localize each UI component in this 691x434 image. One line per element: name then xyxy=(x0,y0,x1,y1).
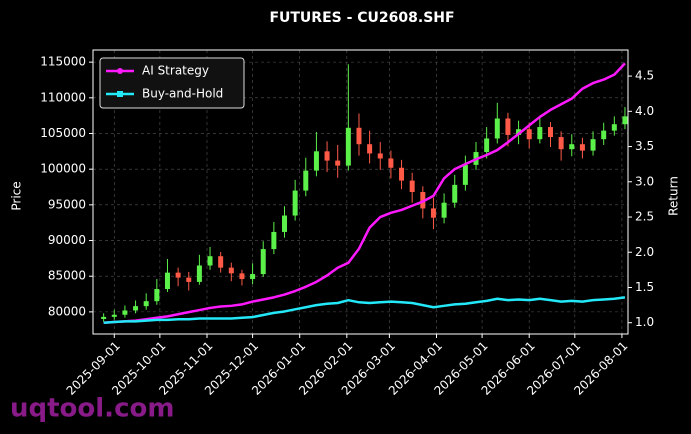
candle-body xyxy=(143,301,149,307)
candle-body xyxy=(186,277,192,282)
candle-body xyxy=(335,160,341,166)
candle-body xyxy=(441,202,447,218)
y-axis-label: Price xyxy=(10,181,24,210)
candle-body xyxy=(324,151,330,161)
candle-body xyxy=(558,137,564,150)
y-tick-label: 100000 xyxy=(40,162,86,176)
chart-title: FUTURES - CU2608.SHF xyxy=(269,10,454,26)
candle-body xyxy=(303,170,309,191)
y2-tick-label: 3.0 xyxy=(635,174,654,188)
candle-body xyxy=(516,129,522,135)
candle-body xyxy=(484,138,490,153)
y2-axis-label: Return xyxy=(667,176,681,216)
candle-body xyxy=(122,310,128,315)
legend-label: AI Strategy xyxy=(142,64,209,78)
candle-body xyxy=(399,167,405,181)
y2-tick-label: 4.0 xyxy=(635,104,654,118)
series-line xyxy=(103,62,626,324)
candle-body xyxy=(537,127,543,140)
candle-body xyxy=(462,164,468,185)
candle-body xyxy=(101,316,107,320)
candle-body xyxy=(494,118,500,139)
candle-body xyxy=(590,139,596,151)
y-tick-label: 115000 xyxy=(40,55,86,69)
legend-box xyxy=(99,57,245,109)
y-tick-label: 95000 xyxy=(48,197,86,211)
y-tick-label: 80000 xyxy=(48,304,86,318)
candle-body xyxy=(547,127,553,138)
candle-body xyxy=(622,116,628,125)
y-tick-label: 90000 xyxy=(48,233,86,247)
candle-body xyxy=(579,144,585,151)
candle-body xyxy=(228,267,234,274)
candle-body xyxy=(345,127,351,166)
plot-frame xyxy=(92,49,629,335)
candle-body xyxy=(175,272,181,278)
y2-tick-label: 2.0 xyxy=(635,245,654,259)
legend-marker xyxy=(117,68,123,74)
candle-body xyxy=(282,215,288,232)
candle-body xyxy=(356,127,362,145)
candle-body xyxy=(207,256,213,266)
y2-tick-label: 4.5 xyxy=(635,69,654,83)
series-line xyxy=(103,296,626,324)
y-tick-label: 110000 xyxy=(40,90,86,104)
candle-body xyxy=(430,208,436,218)
candle-body xyxy=(239,273,245,280)
y2-tick-label: 3.5 xyxy=(635,139,654,153)
candle-body xyxy=(250,274,256,280)
y2-tick-label: 1.5 xyxy=(635,280,654,294)
candle-body xyxy=(409,180,415,192)
candle-body xyxy=(569,144,575,150)
y-tick-label: 105000 xyxy=(40,126,86,140)
candle-body xyxy=(292,190,298,216)
candle-body xyxy=(377,153,383,159)
candle-body xyxy=(133,306,139,311)
legend-label: Buy-and-Hold xyxy=(142,87,223,101)
candle-body xyxy=(505,118,511,135)
candle-body xyxy=(611,124,617,131)
candle-body xyxy=(271,231,277,250)
legend-marker xyxy=(117,91,123,97)
candle-body xyxy=(218,256,224,268)
candle-body xyxy=(452,184,458,203)
candle-body xyxy=(367,144,373,154)
y2-tick-label: 2.5 xyxy=(635,210,654,224)
candle-body xyxy=(388,158,394,168)
candle-body xyxy=(164,272,170,290)
y2-tick-label: 1.0 xyxy=(635,315,654,329)
candle-body xyxy=(313,151,319,171)
candle-body xyxy=(526,129,532,140)
candle-body xyxy=(260,249,266,275)
candle-body xyxy=(111,314,117,317)
candle-body xyxy=(196,265,202,282)
y-tick-label: 85000 xyxy=(48,269,86,283)
candle-body xyxy=(154,289,160,302)
watermark: uqtool.com xyxy=(10,394,174,424)
candle-body xyxy=(601,130,607,140)
